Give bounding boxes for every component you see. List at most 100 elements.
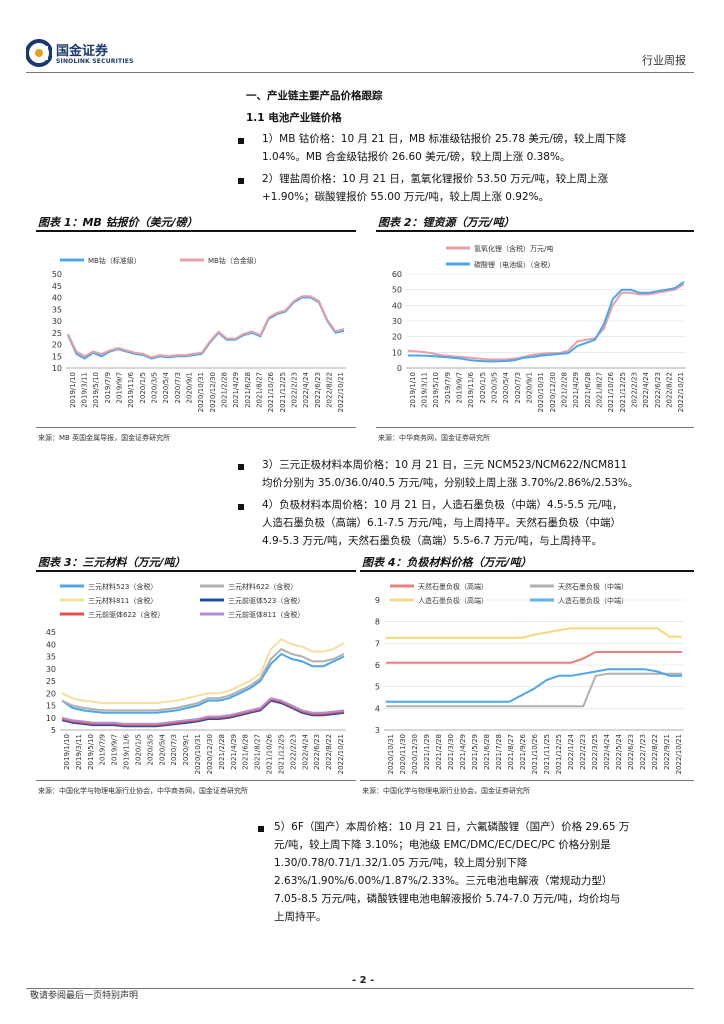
x-tick-label: 2022/10/21 [677, 372, 685, 412]
figure-4-bottom-rule [360, 780, 694, 781]
para-5-line-2: 元/吨，较上周下降 3.10%；电池级 EMC/DMC/EC/DEC/PC 价格… [274, 839, 611, 851]
x-tick-label: 2021/8/27 [256, 372, 264, 408]
x-tick-label: 2019/7/9 [444, 372, 452, 403]
y-tick-label: 15 [46, 702, 56, 711]
para-1-line-1: 1）MB 钴价格：10 月 21 日，MB 标准级钴报价 25.78 美元/磅，… [262, 133, 627, 145]
x-tick-label: 2019/5/10 [432, 372, 440, 408]
x-tick-label: 2022/8/22 [666, 372, 674, 408]
figure-4-source: 来源：中国化学与物理电源行业协会，国金证券研究所 [362, 787, 530, 795]
x-tick-label: 2021/6/28 [242, 734, 250, 770]
x-tick-label: 2020/3/5 [151, 372, 159, 403]
legend-label: 天然石墨负极（中端） [558, 582, 628, 591]
brand-en: SINOLINK SECURITIES [56, 58, 134, 65]
x-tick-label: 2019/11/6 [467, 371, 475, 407]
y-tick-label: 10 [52, 364, 62, 373]
series-line [67, 295, 345, 359]
x-tick-label: 2021/6/28 [483, 734, 491, 770]
figure-3-bottom-rule [36, 780, 356, 781]
figure-3-rule [36, 570, 356, 572]
y-tick-label: 20 [46, 689, 56, 698]
figure-2-rule [376, 230, 694, 232]
x-tick-label: 2020/1/5 [139, 372, 147, 403]
bullet [258, 826, 264, 832]
x-tick-label: 2021/12/25 [619, 372, 627, 412]
x-tick-label: 2020/12/30 [549, 372, 557, 412]
x-tick-label: 2021/11/25 [543, 734, 551, 774]
y-tick-label: 9 [375, 596, 380, 605]
x-tick-label: 2020/9/1 [526, 372, 534, 403]
para-4-line-3: 4.9-5.3 万元/吨，天然石墨负极（高端）5.5-6.7 万元/吨，与上周持… [262, 535, 603, 547]
y-tick-label: 10 [392, 348, 402, 357]
y-tick-label: 25 [52, 329, 62, 338]
para-2-line-1: 2）锂盐周价格：10 月 21 日，氢氧化锂报价 53.50 万元/吨，较上周上… [262, 173, 609, 185]
x-tick-label: 2020/7/3 [514, 372, 522, 403]
legend-label: 人造石墨负极（高端） [418, 596, 488, 605]
y-tick-label: 15 [52, 352, 62, 361]
y-tick-label: 6 [375, 661, 380, 670]
x-tick-label: 2021/10/26 [266, 733, 274, 774]
legend: 三元材料523（含税） 三元材料622（含税） 三元材料811（含税） 三元前驱体52… [60, 582, 304, 619]
x-tick-label: 2022/10/21 [337, 734, 345, 774]
figure-3-title: 图表 3：三元材料（万元/吨） [38, 556, 186, 569]
x-tick-label: 2022/6/23 [313, 734, 321, 770]
footer-disclaimer: 敬请参阅最后一页特别声明 [30, 991, 139, 1001]
series-line [61, 638, 345, 705]
figure-4-title: 图表 4：负极材料价格（万元/吨） [362, 556, 532, 569]
x-tick-label: 2021/12/25 [277, 734, 285, 774]
para-4-line-1: 4）负极材料本周价格：10 月 21 日，人造石墨负极（中端）4.5-5.5 元… [262, 499, 623, 511]
y-tick-label: 40 [52, 294, 62, 303]
x-tick-label: 2019/3/11 [75, 734, 83, 770]
x-tick-label: 2021/4/29 [230, 734, 238, 770]
legend-label: 三元前驱体523（含税） [228, 596, 304, 605]
y-tick-label: 60 [392, 270, 402, 279]
x-tick-label: 2020/12/30 [209, 372, 217, 412]
y-tick-label: 0 [397, 364, 402, 373]
footer-divider [26, 988, 694, 989]
x-tick-label: 2021/4/29 [459, 734, 467, 770]
para-4-line-2: 人造石墨负极（高端）6.1-7.5 万元/吨，与上周持平。天然石墨负极（中端） [262, 517, 622, 529]
legend-label: 碳酸锂（电池级）（含税） [474, 260, 555, 269]
legend-label: 氢氧化锂（含税）万元/吨 [474, 244, 553, 253]
x-tick-label: 2019/7/9 [104, 372, 112, 403]
x-tick-label: 2020/5/4 [162, 371, 170, 403]
x-tick-label: 2022/2/23 [289, 734, 297, 770]
y-tick-label: 30 [392, 317, 402, 326]
y-tick-label: 7 [375, 639, 380, 648]
para-5-line-3: 1.30/0.78/0.71/1.32/1.05 万元/吨，较上周分别下降 [274, 857, 528, 869]
x-tick-label: 2020/12/30 [206, 734, 214, 774]
bullet [238, 464, 244, 470]
x-tick-label: 2022/2/23 [579, 734, 587, 770]
series-line [407, 283, 685, 361]
x-tick-label: 2020/9/1 [186, 372, 194, 403]
para-5-line-5: 7.05-8.5 万元/吨，磷酸铁锂电池电解液报价 5.74-7.0 万元/吨，… [274, 893, 621, 905]
x-tick-label: 2021/3/30 [447, 734, 455, 770]
x-tick-label: 2021/10/26 [531, 733, 539, 774]
x-tick-label: 2021/10/26 [607, 371, 615, 412]
para-5-line-1: 5）6F（国产）本周价格：10 月 21 日，六氟磷酸锂（国产）价格 29.65… [274, 821, 630, 833]
x-tick-label: 2021/8/27 [254, 734, 262, 770]
x-tick-label: 2020/10/31 [194, 734, 202, 774]
bullet [238, 178, 244, 184]
x-tick-label: 2021/8/27 [507, 734, 515, 770]
x-tick-label: 2019/9/7 [456, 372, 464, 403]
x-tick-label: 2020/11/30 [399, 734, 407, 774]
header-divider [26, 72, 694, 73]
x-tick-label: 2021/6/28 [584, 372, 592, 408]
y-tick-label: 30 [46, 665, 56, 674]
series-line [61, 648, 345, 712]
x-tick-label: 2019/9/7 [116, 372, 124, 403]
series-line [67, 296, 345, 360]
legend-label: 三元材料811（含税） [88, 596, 157, 605]
chart-ternary-materials: 三元材料523（含税） 三元材料622（含税） 三元材料811（含税） 三元前驱体52… [46, 582, 346, 774]
x-tick-label: 2021/12/25 [279, 372, 287, 412]
figure-3-source: 来源：中国化学与物理电源行业协会，中华商务网，国金证券研究所 [38, 787, 248, 795]
x-tick-label: 2022/6/23 [627, 734, 635, 770]
x-tick-label: 2021/2/28 [221, 372, 229, 408]
y-tick-label: 45 [46, 628, 56, 637]
legend-label: MB钴（合金级） [208, 256, 261, 265]
y-tick-label: 35 [46, 653, 56, 662]
y-tick-label: 40 [392, 301, 402, 310]
section-subtitle: 1.1 电池产业链价格 [246, 112, 342, 124]
legend-label: 三元材料523（含税） [88, 582, 157, 591]
